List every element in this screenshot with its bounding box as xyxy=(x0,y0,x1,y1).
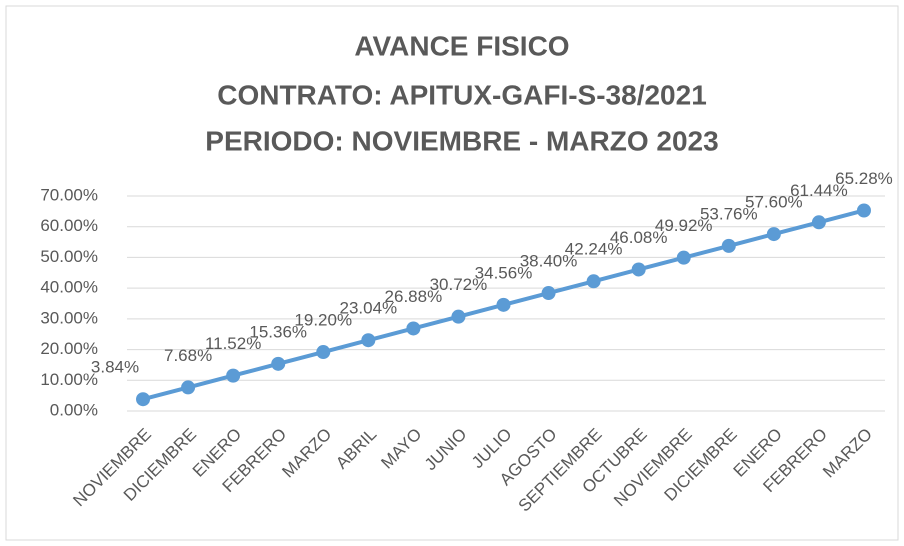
y-tick-label: 30.00% xyxy=(40,308,98,327)
data-label: 7.68% xyxy=(164,346,212,365)
data-label: 34.56% xyxy=(475,263,533,282)
data-label: 19.20% xyxy=(294,311,352,330)
marker xyxy=(226,368,241,383)
data-label: 65.28% xyxy=(835,169,893,188)
marker xyxy=(586,274,601,289)
marker xyxy=(451,309,466,324)
marker xyxy=(541,286,556,301)
y-tick-label: 50.00% xyxy=(40,247,98,266)
data-label: 23.04% xyxy=(339,299,397,318)
y-tick-label: 10.00% xyxy=(40,370,98,389)
data-label: 11.52% xyxy=(205,334,261,353)
marker xyxy=(856,203,871,218)
marker xyxy=(406,321,421,336)
data-label: 30.72% xyxy=(430,275,488,294)
y-tick-label: 20.00% xyxy=(40,339,98,358)
data-label: 57.60% xyxy=(745,193,803,212)
marker xyxy=(766,227,781,242)
marker xyxy=(811,215,826,230)
chart-title: CONTRATO: APITUX-GAFI-S-38/2021 xyxy=(217,79,707,110)
marker xyxy=(316,345,331,360)
marker xyxy=(676,250,691,265)
chart-title: AVANCE FISICO xyxy=(354,30,569,61)
y-tick-label: 70.00% xyxy=(40,185,98,204)
marker xyxy=(271,356,286,371)
marker xyxy=(496,297,511,312)
y-tick-label: 60.00% xyxy=(40,216,98,235)
marker xyxy=(181,380,196,395)
marker xyxy=(361,333,376,348)
y-tick-label: 0.00% xyxy=(50,400,98,419)
marker xyxy=(631,262,646,277)
data-label: 53.76% xyxy=(700,204,758,223)
marker xyxy=(136,392,151,407)
data-label: 38.40% xyxy=(520,252,578,271)
data-label: 61.44% xyxy=(790,181,848,200)
data-label: 46.08% xyxy=(610,228,668,247)
y-tick-label: 40.00% xyxy=(40,278,98,297)
marker xyxy=(721,238,736,253)
data-label: 3.84% xyxy=(91,358,139,377)
chart-border xyxy=(5,5,899,541)
data-label: 26.88% xyxy=(385,287,443,306)
data-label: 42.24% xyxy=(565,240,623,259)
chart-title: PERIODO: NOVIEMBRE - MARZO 2023 xyxy=(205,125,718,156)
data-label: 49.92% xyxy=(655,216,713,235)
data-label: 15.36% xyxy=(249,322,307,341)
